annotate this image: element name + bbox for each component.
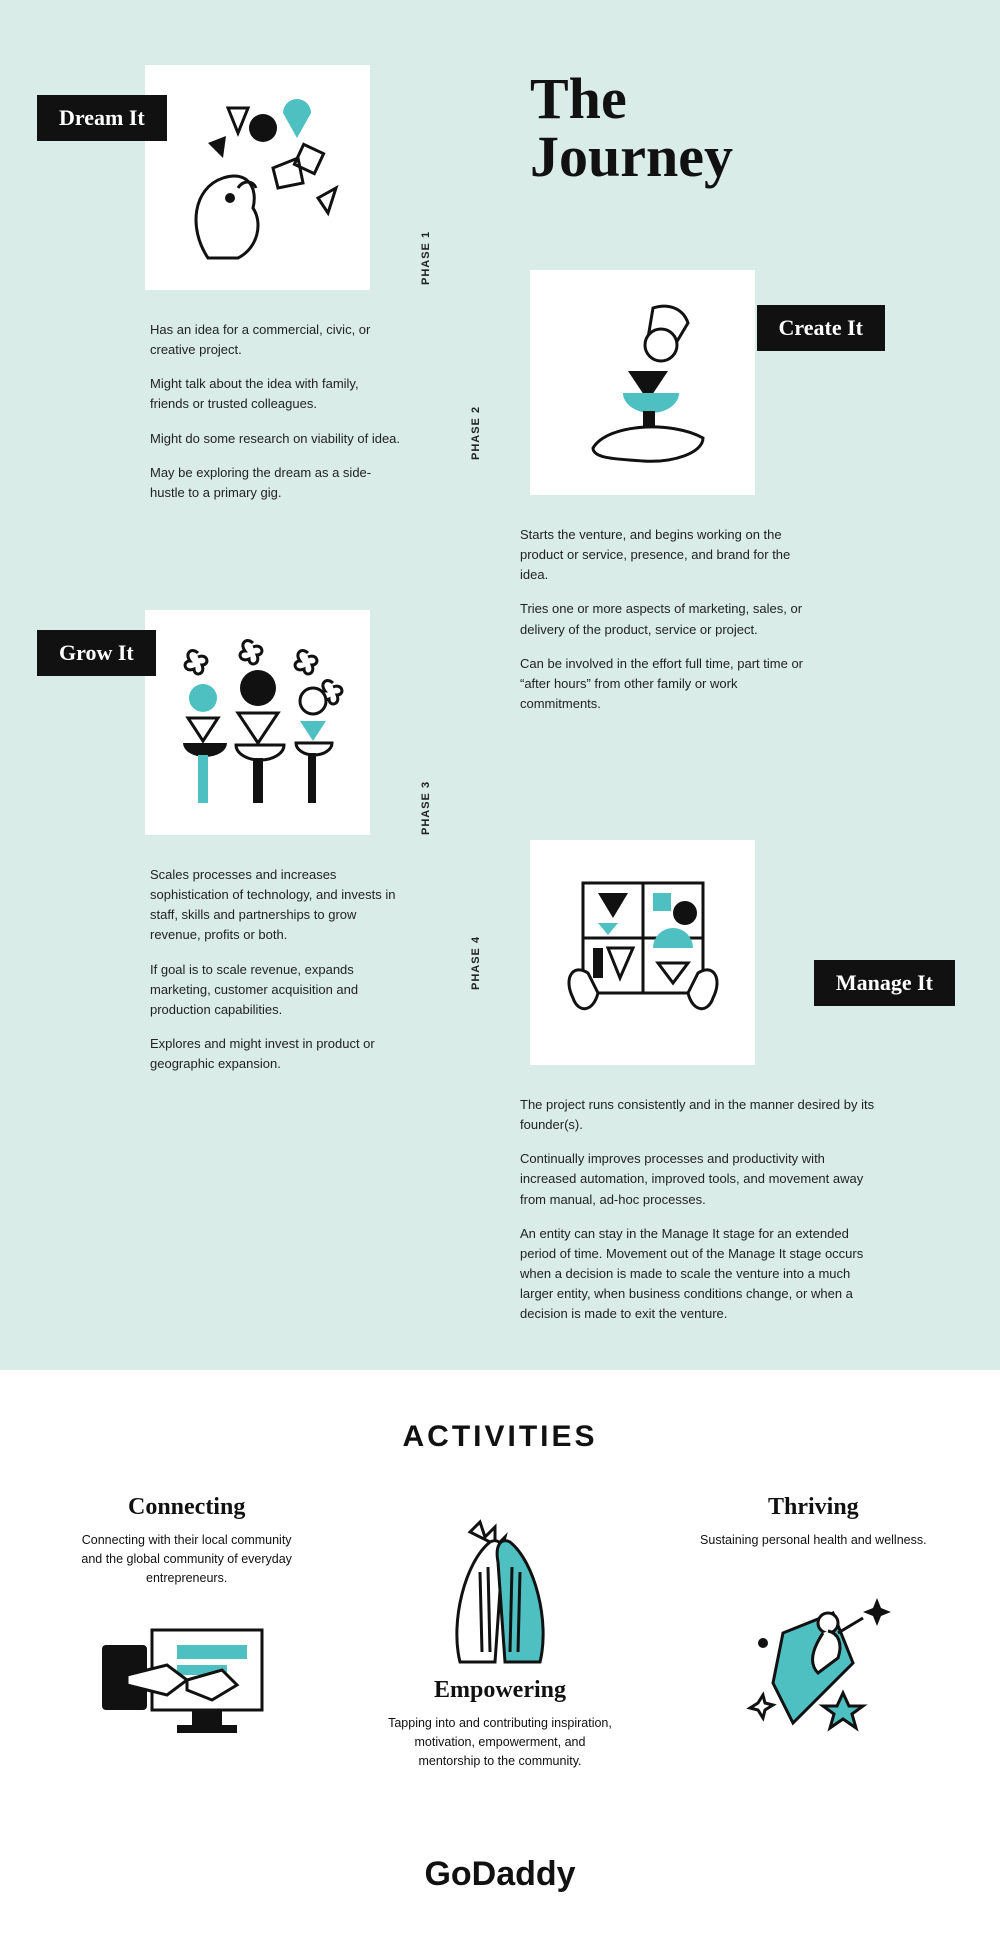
title-line-2: Journey [530, 124, 733, 189]
phase-body: The project runs consistently and in the… [520, 1095, 880, 1324]
connecting-icon [92, 1610, 282, 1755]
empowering-icon [410, 1502, 590, 1677]
logo-text: GoDaddy [424, 1855, 575, 1893]
activities-row: Connecting Connecting with their local c… [40, 1494, 960, 1785]
phase-dream-it: Dream It PHASE 1 Has an idea for a comme… [55, 65, 400, 517]
phase-label: PHASE 2 [470, 406, 482, 460]
activity-desc: Sustaining personal health and wellness. [700, 1531, 927, 1550]
phase-tag: Grow It [37, 630, 156, 676]
activity-desc: Tapping into and contributing inspiratio… [385, 1714, 615, 1770]
phase-para: The project runs consistently and in the… [520, 1095, 880, 1135]
grow-icon [145, 610, 370, 835]
activity-empowering: Empowering Tapping into and contributing… [353, 1494, 646, 1785]
phase-para: Continually improves processes and produ… [520, 1149, 880, 1209]
phase-label: PHASE 1 [420, 231, 432, 285]
phase-tag: Dream It [37, 95, 167, 141]
title-line-1: The [530, 66, 627, 131]
phase-tag: Create It [757, 305, 886, 351]
phase-para: Might do some research on viability of i… [150, 429, 400, 449]
activities-section: ACTIVITIES Connecting Connecting with th… [0, 1370, 1000, 1825]
manage-icon [530, 840, 755, 1065]
activities-heading: ACTIVITIES [40, 1420, 960, 1454]
activity-connecting: Connecting Connecting with their local c… [40, 1494, 333, 1755]
phase-label: PHASE 3 [420, 781, 432, 835]
phase-para: Can be involved in the effort full time,… [520, 654, 810, 714]
thriving-icon [723, 1573, 903, 1748]
phase-para: Starts the venture, and begins working o… [520, 525, 810, 585]
phase-body: Has an idea for a commercial, civic, or … [150, 320, 400, 503]
phase-para: May be exploring the dream as a side-hus… [150, 463, 400, 503]
phase-tag: Manage It [814, 960, 955, 1006]
activity-title: Thriving [768, 1494, 859, 1521]
dream-icon [145, 65, 370, 290]
phase-para: Tries one or more aspects of marketing, … [520, 599, 810, 639]
phase-para: If goal is to scale revenue, expands mar… [150, 960, 400, 1020]
activity-desc: Connecting with their local community an… [72, 1531, 302, 1587]
phase-para: Scales processes and increases sophistic… [150, 865, 400, 946]
phase-label: PHASE 4 [470, 936, 482, 990]
phase-para: An entity can stay in the Manage It stag… [520, 1224, 880, 1325]
phase-manage-it: Manage It PHASE 4 The project runs consi… [505, 840, 880, 1338]
godaddy-logo: GoDaddy [0, 1825, 1000, 1944]
phase-para: Explores and might invest in product or … [150, 1034, 400, 1074]
phase-para: Might talk about the idea with family, f… [150, 374, 400, 414]
phase-body: Starts the venture, and begins working o… [520, 525, 810, 714]
phase-para: Has an idea for a commercial, civic, or … [150, 320, 400, 360]
activity-title: Connecting [128, 1494, 245, 1521]
journey-section: The Journey Dream It PHASE 1 [0, 0, 1000, 1370]
create-icon [530, 270, 755, 495]
phase-create-it: Create It PHASE 2 Starts the venture, an… [505, 270, 810, 728]
page-title: The Journey [530, 70, 733, 186]
phase-body: Scales processes and increases sophistic… [150, 865, 400, 1074]
activity-thriving: Thriving Sustaining personal health and … [667, 1494, 960, 1748]
activity-title: Empowering [434, 1677, 566, 1704]
phase-grow-it: Grow It PHASE 3 Scales processes and inc… [55, 610, 400, 1088]
